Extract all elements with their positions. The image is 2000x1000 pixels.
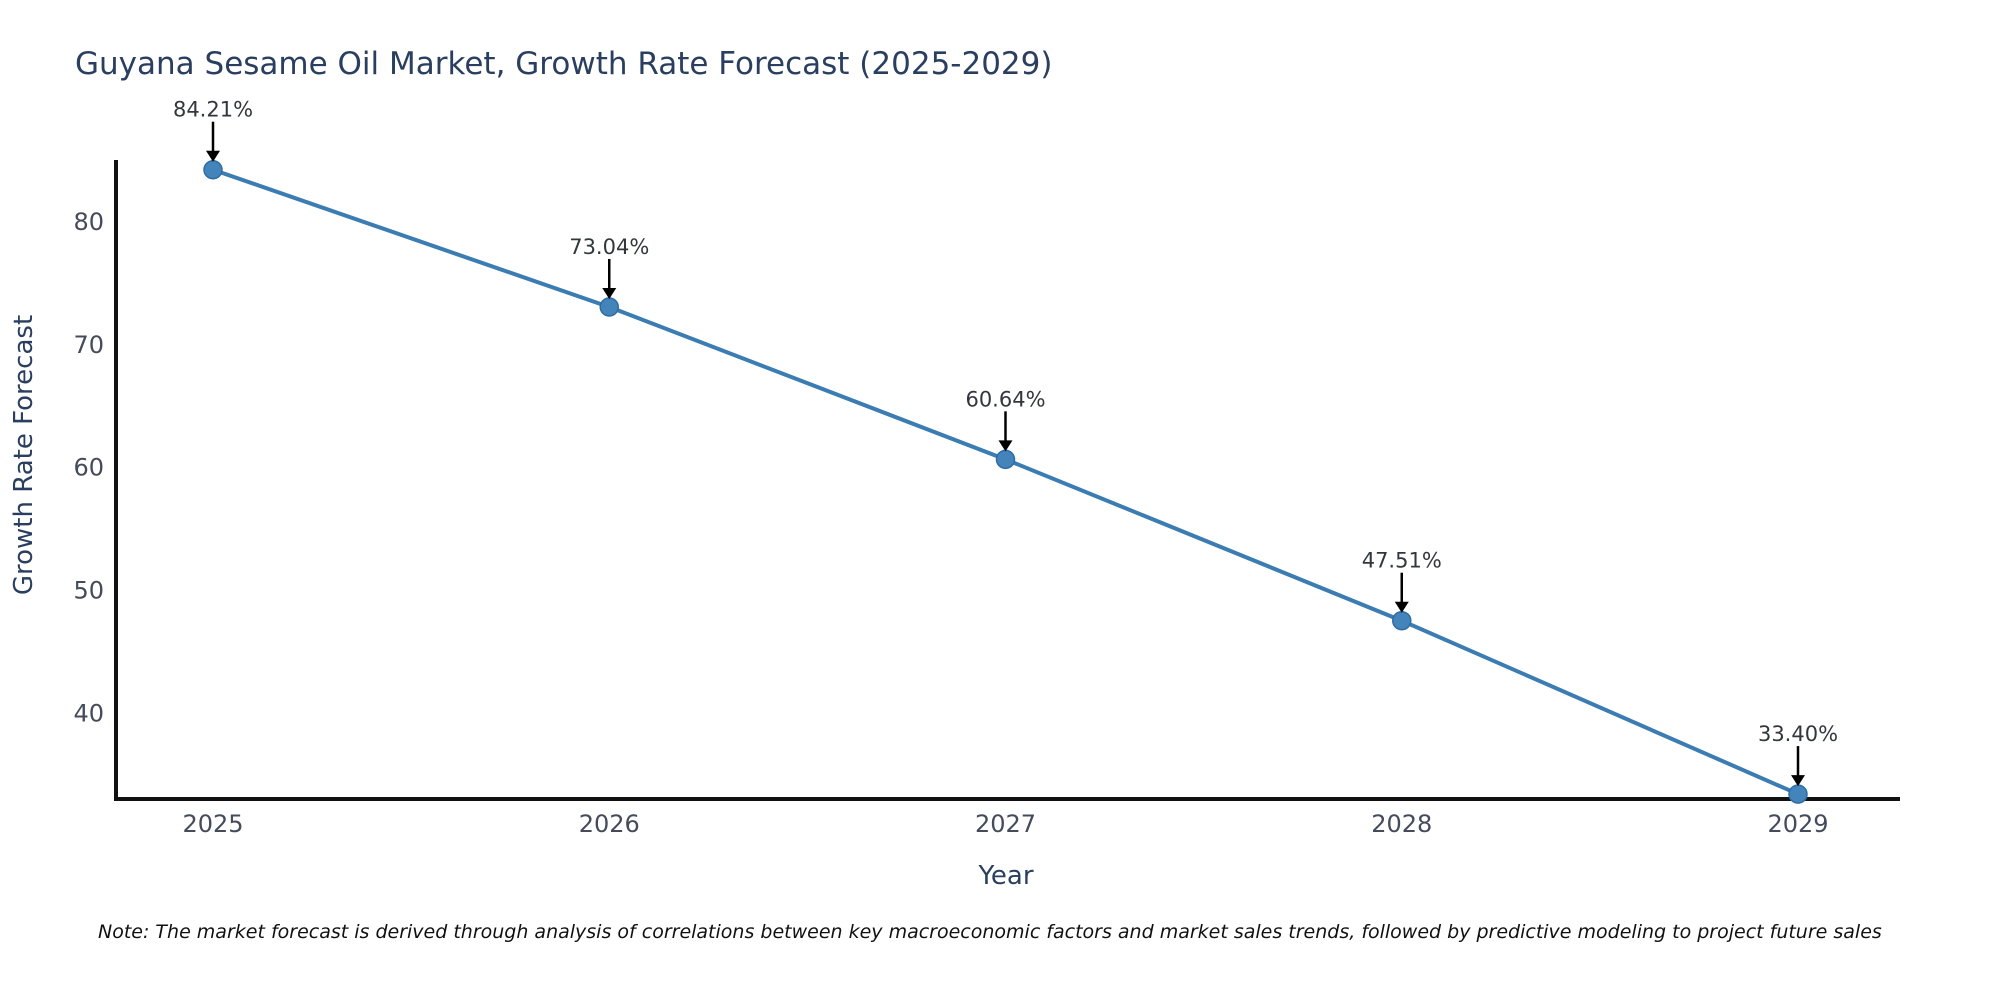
y-tick-label: 60 <box>73 454 104 482</box>
series-group <box>203 159 1808 804</box>
data-point[interactable] <box>995 449 1016 470</box>
annotation-arrowhead-icon <box>206 150 220 162</box>
point-value-label: 84.21% <box>173 98 253 122</box>
data-point[interactable] <box>1788 784 1808 804</box>
data-line <box>211 167 1800 797</box>
point-value-label: 60.64% <box>965 387 1045 411</box>
data-point[interactable] <box>599 297 619 317</box>
data-point[interactable] <box>1392 610 1412 631</box>
x-tick-label: 2025 <box>182 810 243 838</box>
annotation-arrowhead-icon <box>998 440 1013 452</box>
point-value-label: 33.40% <box>1758 722 1838 746</box>
annotation-arrowhead-icon <box>602 287 617 299</box>
data-point[interactable] <box>203 159 223 180</box>
x-tick-label: 2028 <box>1371 810 1432 838</box>
point-value-label: 73.04% <box>569 235 649 259</box>
x-tick-label: 2027 <box>975 810 1036 838</box>
point-value-label: 47.51% <box>1362 549 1442 573</box>
x-tick-label: 2029 <box>1767 810 1828 838</box>
annotation-arrowhead-icon <box>1791 775 1805 787</box>
chart-title: Guyana Sesame Oil Market, Growth Rate Fo… <box>75 46 1052 82</box>
annotation-arrowhead-icon <box>1394 601 1409 613</box>
y-tick-label: 70 <box>73 331 104 359</box>
footnote: Note: The market forecast is derived thr… <box>98 921 1882 943</box>
y-axis-title: Growth Rate Forecast <box>9 315 39 595</box>
y-tick-label: 50 <box>73 577 104 605</box>
annotations-group: 84.21% 73.04% 60.64% 47.51% 33.40% <box>173 98 1838 787</box>
x-axis-title: Year <box>977 861 1033 891</box>
axes-group: 40 50 60 70 80 2025 2026 2027 2028 2029 <box>73 160 1900 838</box>
x-tick-label: 2026 <box>579 810 640 838</box>
y-tick-label: 80 <box>73 208 104 236</box>
y-tick-label: 40 <box>73 699 104 727</box>
